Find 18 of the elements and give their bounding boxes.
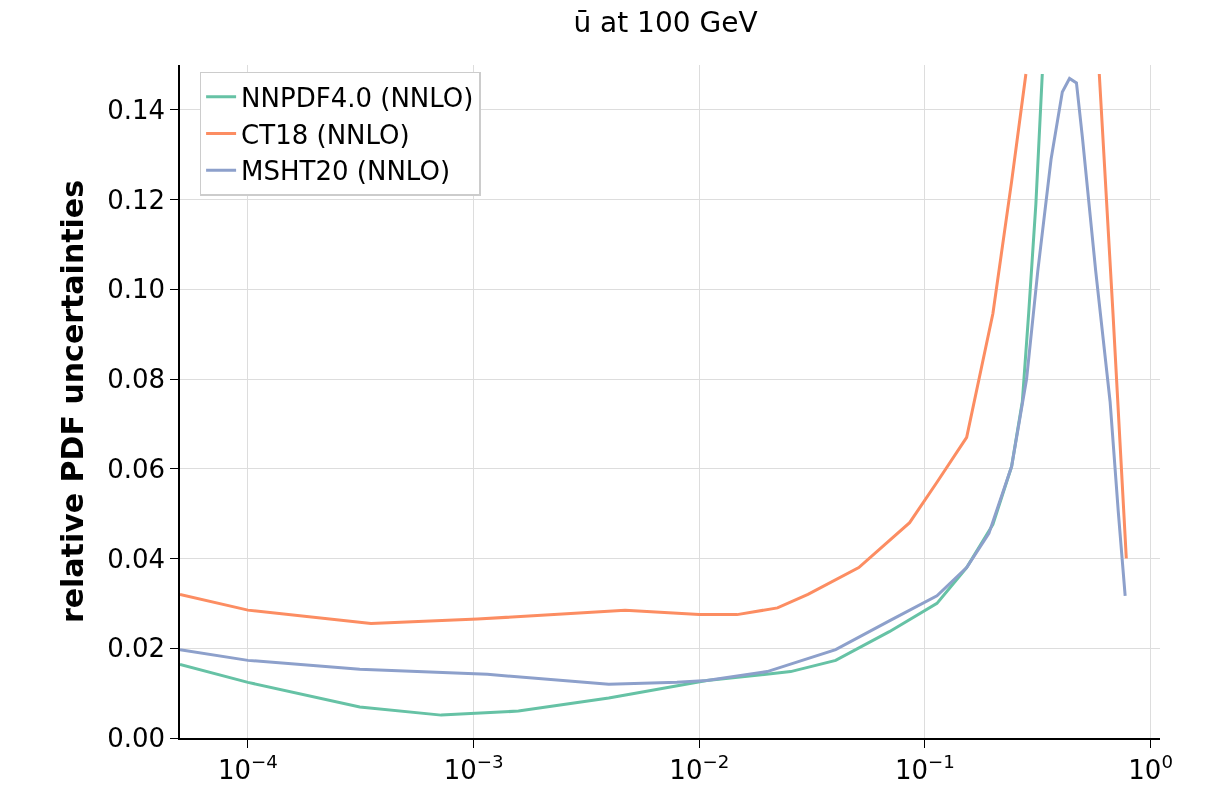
y-tick-label: 0.10	[107, 274, 166, 305]
y-tick-label: 0.02	[107, 633, 166, 664]
legend-label: NNPDF4.0 (NNLO)	[241, 82, 474, 113]
y-axis-title: relative PDF uncertainties	[54, 179, 90, 624]
y-tick-label: 0.12	[107, 184, 166, 215]
x-tick-label: 10$^{0}$	[1128, 751, 1173, 785]
legend-label: MSHT20 (NNLO)	[241, 156, 451, 187]
y-tick-label: 0.06	[107, 453, 166, 484]
y-tick-label: 0.08	[107, 364, 166, 395]
y-tick-label: 0.00	[107, 723, 166, 754]
chart-title: ū at 100 GeV	[573, 5, 758, 39]
legend-label: CT18 (NNLO)	[241, 119, 410, 150]
x-tick-label: 10$^{−4}$	[217, 751, 278, 785]
y-tick-label: 0.04	[107, 543, 166, 574]
x-tick-label: 10$^{−3}$	[443, 751, 504, 785]
x-tick-label: 10$^{−1}$	[895, 751, 955, 785]
x-tick-label: 10$^{−2}$	[669, 751, 730, 785]
y-tick-label: 0.14	[107, 94, 166, 125]
